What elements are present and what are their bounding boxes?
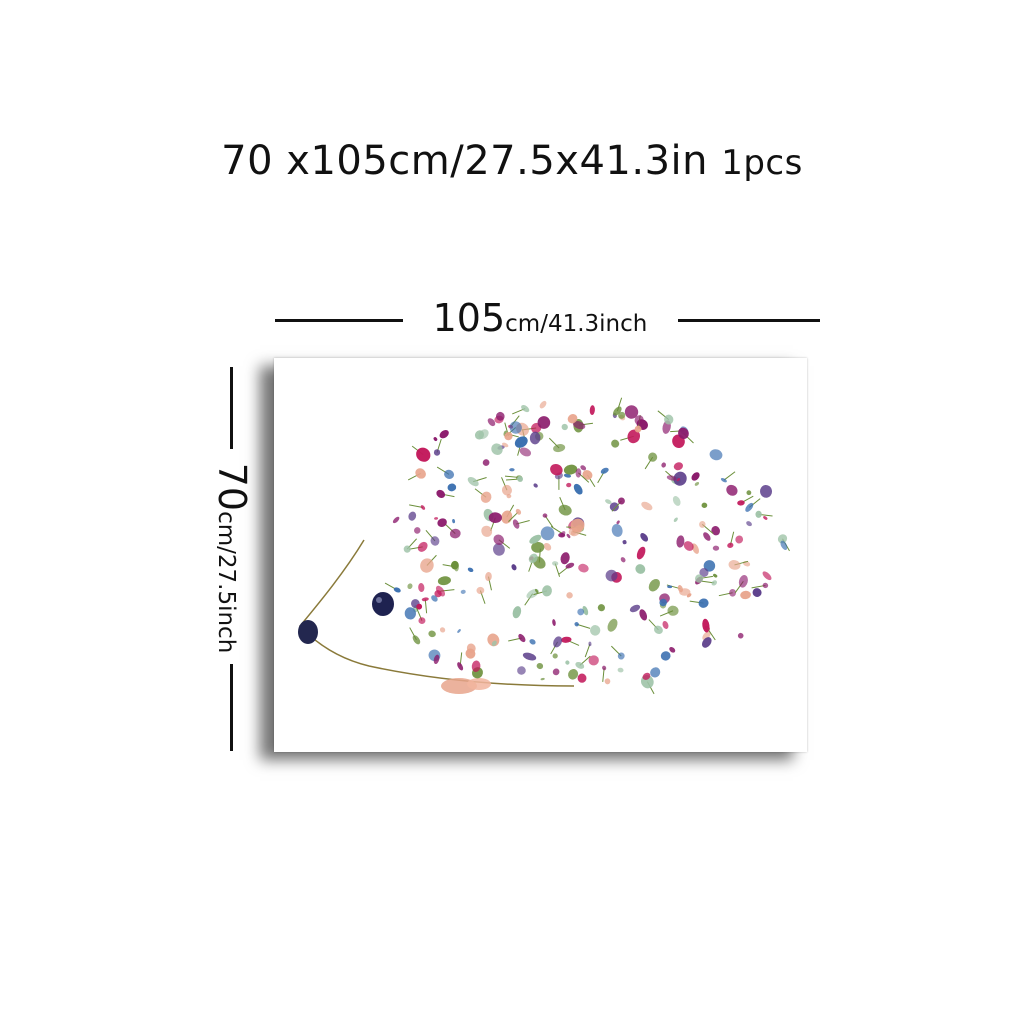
eye-icon <box>372 592 394 616</box>
width-line-left <box>275 319 403 322</box>
width-value: 105 <box>432 296 506 340</box>
width-line-right <box>678 319 820 322</box>
floral-hedgehog-icon <box>298 397 790 695</box>
size-text: 70 x105cm/27.5x41.3in <box>221 138 708 184</box>
flower-pattern <box>384 397 790 695</box>
height-unit: cm/27.5inch <box>213 511 239 654</box>
height-dimension-label: 70cm/27.5inch <box>210 463 254 654</box>
width-unit: cm/41.3inch <box>505 311 648 337</box>
width-dimension-label: 105cm/41.3inch <box>404 296 676 340</box>
product-size-title: 70 x105cm/27.5x41.3in 1pcs <box>0 138 1024 184</box>
quantity-text: 1pcs <box>721 143 803 183</box>
height-value: 70 <box>210 462 254 512</box>
nose-icon <box>298 620 318 644</box>
height-line-top <box>230 367 233 449</box>
canvas-print <box>274 358 807 752</box>
height-line-bottom <box>230 664 233 751</box>
